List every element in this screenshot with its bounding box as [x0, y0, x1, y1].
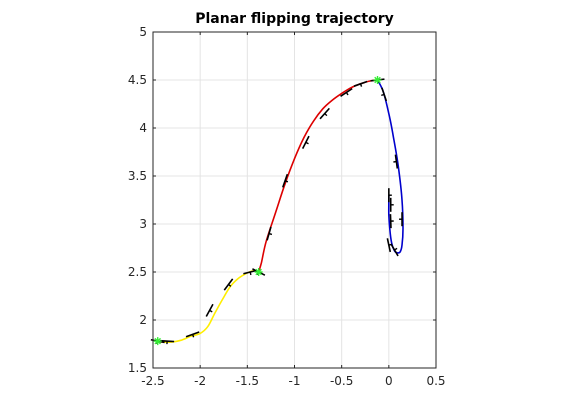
orientation-glyph [223, 278, 234, 291]
y-tick-label: 4 [139, 121, 147, 135]
x-tick-label: -1 [289, 374, 301, 388]
orientation-glyph-tick [381, 93, 385, 97]
chart-title: Planar flipping trajectory [195, 11, 394, 27]
marker-layer [153, 76, 382, 346]
y-tick-label: 4.5 [128, 73, 147, 87]
y-tick-label: 5 [139, 25, 147, 39]
orientation-glyph-tick [228, 283, 232, 287]
waypoint-star-marker [153, 337, 162, 346]
x-axis: -2.5 -2 -1.5 -1 -0.5 0 0.5 [141, 32, 446, 388]
x-tick-label: -2.5 [141, 374, 164, 388]
x-tick-label: 0 [385, 374, 393, 388]
orientation-glyph-tick [249, 271, 252, 276]
y-axis: 1.5 2 2.5 3 3.5 4 4.5 5 [128, 25, 436, 375]
orientation-glyph-tick [305, 141, 309, 145]
orientation-glyph-tick [394, 247, 398, 251]
x-tick-label: -2 [194, 374, 206, 388]
waypoint-star-marker [373, 76, 382, 84]
orientation-glyph-tick [209, 309, 213, 313]
y-tick-label: 3 [139, 217, 147, 231]
trajectory-segment-3 [376, 79, 404, 254]
orientation-glyph-tick [284, 180, 289, 183]
orientation-glyph [281, 173, 289, 188]
orientation-glyph [340, 87, 353, 98]
orientation-glyph-tick [359, 83, 363, 87]
orientation-glyph [381, 87, 388, 102]
orientation-glyph [386, 238, 392, 253]
orientation-glyph-tick [345, 92, 349, 96]
x-tick-label: 0.5 [426, 374, 445, 388]
x-tick-label: -1.5 [236, 374, 259, 388]
x-tick-label: -0.5 [330, 374, 353, 388]
orientation-glyph-tick [268, 232, 273, 236]
y-tick-label: 2 [139, 313, 147, 327]
orientation-glyph-tick [191, 334, 195, 338]
waypoint-star-marker [254, 268, 263, 276]
y-tick-label: 2.5 [128, 265, 147, 279]
y-tick-label: 3.5 [128, 169, 147, 183]
y-tick-label: 1.5 [128, 361, 147, 375]
orientation-glyph-tick [324, 113, 328, 117]
